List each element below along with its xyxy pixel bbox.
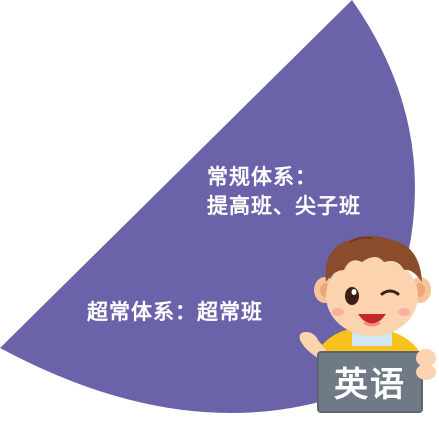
super-system-line: 超常体系：超常班	[87, 300, 263, 324]
regular-system-classes: 提高班、尖子班	[207, 194, 361, 218]
sign-text: 英语	[334, 365, 406, 405]
regular-system-label: 常规体系：	[207, 165, 317, 189]
